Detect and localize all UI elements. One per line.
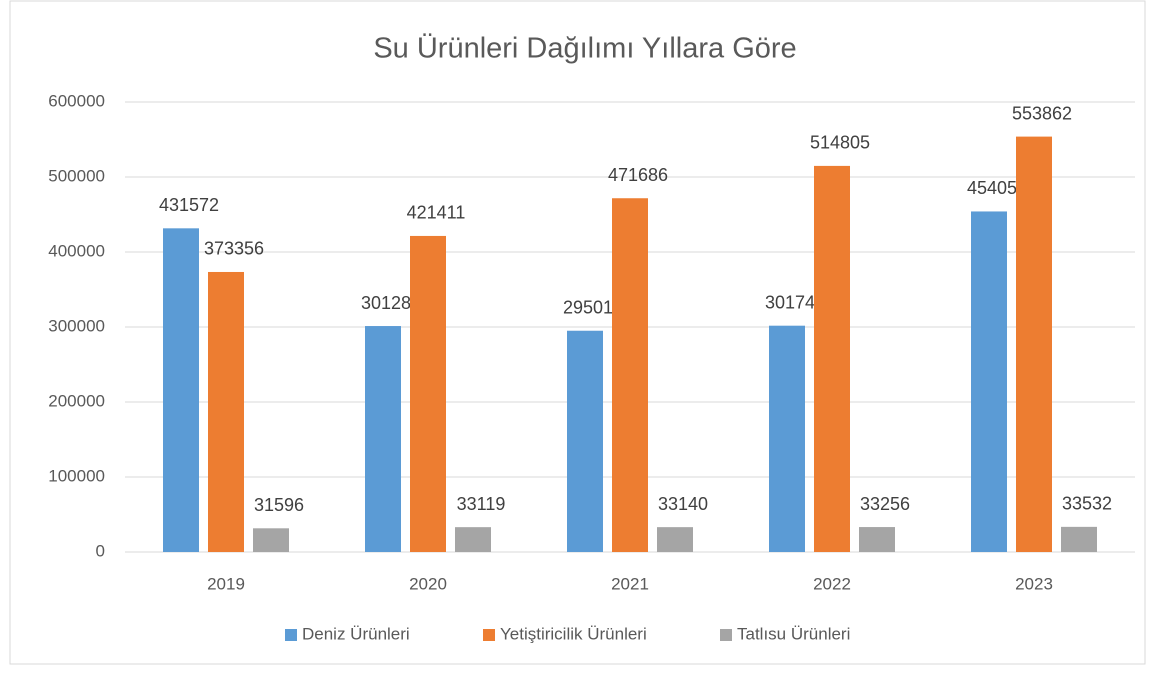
bar	[657, 527, 693, 552]
legend-label: Yetiştiricilik Ürünleri	[500, 624, 647, 643]
bar	[208, 271, 244, 552]
bar	[253, 528, 289, 552]
y-tick-label: 300000	[48, 316, 105, 335]
data-label: 454059	[967, 178, 1027, 198]
data-label: 301281	[361, 293, 421, 313]
bar	[1061, 526, 1097, 552]
data-label: 471686	[608, 165, 668, 185]
bar	[769, 325, 805, 552]
x-tick-label: 2019	[207, 574, 245, 593]
data-label: 431572	[159, 195, 219, 215]
bar	[163, 228, 199, 553]
data-label: 31596	[254, 495, 304, 515]
y-tick-label: 0	[96, 541, 105, 560]
data-label: 33119	[457, 494, 506, 514]
bar	[612, 198, 648, 552]
data-label: 553862	[1012, 103, 1072, 123]
x-tick-label: 2022	[813, 574, 851, 593]
y-tick-label: 600000	[48, 91, 105, 110]
data-label: 373356	[204, 239, 264, 259]
chart-title: Su Ürünleri Dağılımı Yıllara Göre	[373, 33, 796, 65]
y-tick-label: 500000	[48, 166, 105, 185]
data-label: 33532	[1062, 494, 1112, 514]
data-label: 421411	[407, 203, 466, 223]
bar	[859, 527, 895, 552]
legend-swatch	[483, 629, 495, 641]
bar	[1016, 136, 1052, 552]
y-tick-label: 100000	[48, 466, 105, 485]
data-label: 301747	[765, 292, 825, 312]
legend-label: Deniz Ürünleri	[302, 624, 410, 643]
x-tick-label: 2023	[1015, 574, 1053, 593]
chart-frame	[9, 0, 1146, 665]
legend-swatch	[285, 629, 297, 641]
legend-label: Tatlısu Ürünleri	[737, 624, 850, 643]
bar	[455, 527, 491, 552]
data-label: 33140	[658, 494, 708, 514]
x-tick-label: 2021	[611, 574, 649, 593]
bar	[410, 235, 446, 552]
x-tick-label: 2020	[409, 574, 447, 593]
bar	[365, 326, 401, 552]
y-tick-label: 400000	[48, 241, 105, 260]
bar	[814, 165, 850, 553]
bar	[567, 330, 603, 552]
bar	[971, 211, 1007, 552]
data-label: 33256	[860, 494, 910, 514]
data-label: 295018	[563, 297, 623, 317]
legend-swatch	[720, 629, 732, 641]
y-tick-label: 200000	[48, 391, 105, 410]
data-label: 514805	[810, 133, 870, 153]
